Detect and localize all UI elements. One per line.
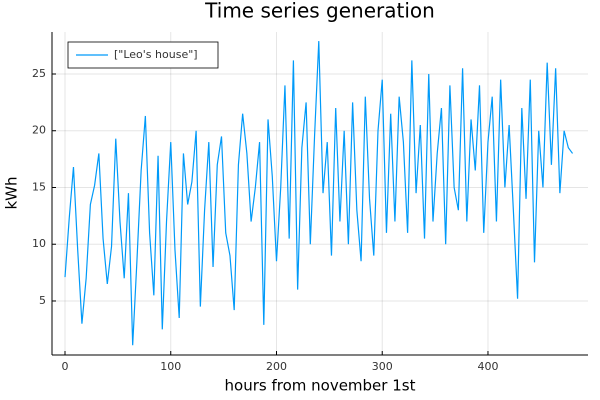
x-tick-label: 100: [160, 360, 181, 373]
x-tick-label: 200: [266, 360, 287, 373]
data-line: [64, 41, 574, 346]
y-tick-label: 20: [32, 124, 46, 137]
y-tick-label: 25: [32, 67, 46, 80]
chart-title: Time series generation: [204, 0, 435, 23]
legend-label: ["Leo's house"]: [114, 48, 198, 61]
y-axis-label: kWh: [3, 176, 21, 209]
y-tick-label: 10: [32, 237, 46, 250]
x-tick-label: 0: [62, 360, 69, 373]
x-tick-label: 400: [477, 360, 498, 373]
y-tick-label: 5: [39, 294, 46, 307]
x-axis-label: hours from november 1st: [225, 377, 416, 395]
y-tick-label: 15: [32, 180, 46, 193]
x-tick-label: 300: [372, 360, 393, 373]
